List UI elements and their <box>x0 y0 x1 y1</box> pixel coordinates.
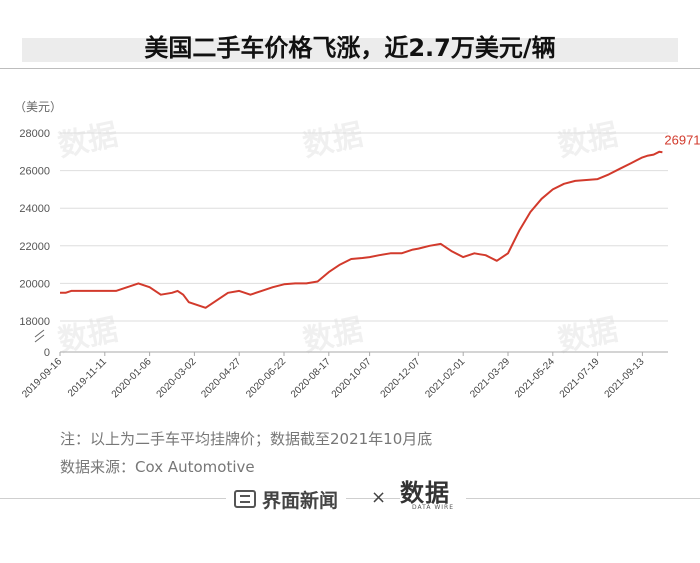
y-tick-label-24000: 24000 <box>19 203 50 215</box>
x-tick-label-8: 2020-12-07 <box>379 356 423 400</box>
jiemian-brand-name: 界面新闻 <box>262 489 339 512</box>
times-sign: × <box>371 487 387 508</box>
footer-divider <box>0 498 700 499</box>
y-axis-label: （美元） <box>14 100 62 114</box>
x-tick-label-10: 2021-03-29 <box>468 356 512 400</box>
jiemian-brand: 界面新闻 <box>226 486 347 512</box>
jiemian-logo-icon <box>234 490 256 508</box>
axis-break-mark-1 <box>34 329 45 338</box>
chart-title: 美国二手车价格飞涨，近2.7万美元/辆 <box>144 34 556 62</box>
x-tick-label-0: 2019-09-16 <box>20 356 64 400</box>
x-tick-label-5: 2020-06-22 <box>244 356 288 400</box>
x-tick-label-1: 2019-11-11 <box>66 356 109 399</box>
datawire-logo: 数据 DATA WIRE <box>400 480 466 514</box>
x-tick-label-7: 2020-10-07 <box>330 356 374 400</box>
x-tick-label-3: 2020-03-02 <box>155 356 199 400</box>
title-divider <box>0 68 700 69</box>
watermark-2: 数据 <box>555 117 621 164</box>
footnote: 注：以上为二手车平均挂牌价；数据截至2021年10月底 <box>60 430 433 448</box>
x-tick-label-9: 2021-02-01 <box>423 356 467 400</box>
y-tick-label-26000: 26000 <box>19 166 50 178</box>
y-tick-label-28000: 28000 <box>19 128 50 140</box>
annotation-0: 26971 <box>664 132 700 147</box>
y-tick-label-0: 0 <box>44 347 50 359</box>
x-tick-label-4: 2020-04-27 <box>199 356 243 400</box>
title-background <box>22 38 678 62</box>
series-line-0 <box>60 150 663 309</box>
x-tick-label-6: 2020-08-17 <box>289 356 333 400</box>
y-tick-label-22000: 22000 <box>19 241 50 253</box>
x-tick-label-2: 2020-01-06 <box>110 356 154 400</box>
axis-break-mark-2 <box>34 334 45 343</box>
x-tick-label-13: 2021-09-13 <box>603 356 647 400</box>
y-tick-label-20000: 20000 <box>19 278 50 290</box>
y-tick-label-18000: 18000 <box>19 316 50 328</box>
watermark-1: 数据 <box>300 117 366 164</box>
x-tick-label-12: 2021-07-19 <box>558 356 602 400</box>
x-tick-label-11: 2021-05-24 <box>513 356 557 400</box>
watermark-0: 数据 <box>55 117 121 164</box>
data-source: 数据来源：Cox Automotive <box>60 458 255 476</box>
datawire-logo-text: 数据 <box>400 478 450 507</box>
datawire-logo-subtext: DATA WIRE <box>411 504 455 511</box>
